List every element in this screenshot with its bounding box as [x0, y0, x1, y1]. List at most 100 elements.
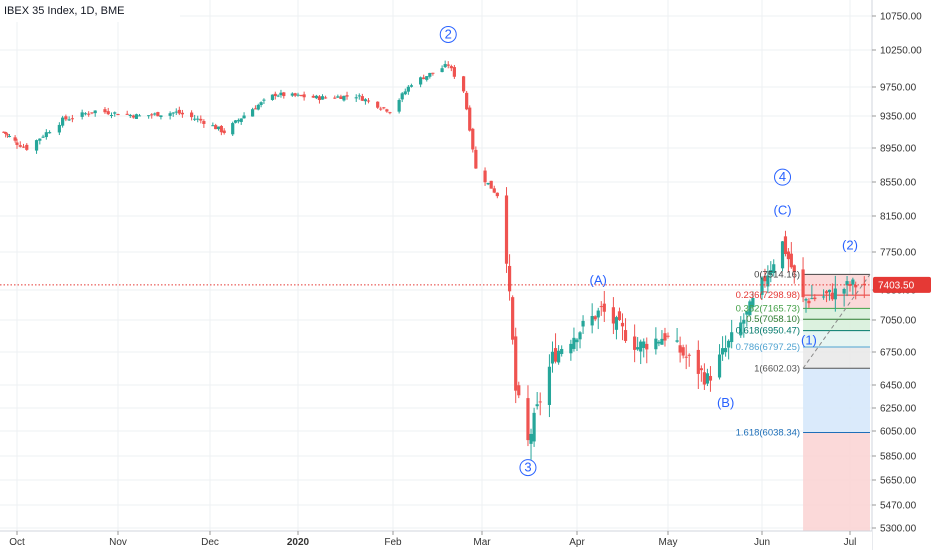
- candle: [766, 265, 770, 294]
- candle: [748, 299, 752, 316]
- candle-body: [495, 192, 499, 197]
- candle: [336, 94, 340, 98]
- candle: [535, 392, 539, 410]
- candle-body: [67, 119, 71, 121]
- candle: [827, 289, 832, 301]
- candle: [495, 192, 499, 199]
- candle: [514, 327, 518, 404]
- candles: [2, 60, 866, 460]
- y-tick-label: 9350.00: [880, 112, 917, 123]
- candle-body: [461, 76, 466, 92]
- wave-label-text: 4: [779, 169, 786, 184]
- candle: [259, 101, 263, 108]
- candle-body: [219, 125, 223, 133]
- candle-body: [57, 124, 61, 133]
- candle: [824, 289, 829, 303]
- candle-body: [317, 96, 322, 101]
- candle: [511, 295, 515, 345]
- candle: [106, 107, 110, 116]
- candle: [360, 93, 364, 101]
- candle: [214, 123, 218, 130]
- x-tick-label: Jul: [844, 537, 857, 548]
- candle-body: [492, 188, 496, 193]
- candle: [177, 106, 181, 116]
- candle: [654, 327, 658, 355]
- candle-body: [666, 335, 670, 337]
- candle: [34, 139, 39, 154]
- candle-body: [302, 94, 306, 98]
- candle-body: [699, 368, 703, 371]
- candle: [452, 64, 456, 79]
- candle: [593, 315, 597, 322]
- candle-body: [486, 182, 490, 185]
- candle-body: [357, 95, 361, 97]
- candle: [529, 428, 533, 460]
- candle: [474, 146, 478, 169]
- candle-body: [727, 340, 731, 348]
- candle-body: [214, 125, 218, 130]
- candle-body: [489, 180, 493, 189]
- candle: [789, 242, 793, 269]
- candle: [675, 327, 679, 343]
- y-tick-label: 5300.00: [880, 524, 917, 535]
- candle-body: [596, 310, 600, 318]
- candle: [471, 127, 475, 153]
- candle-body: [397, 100, 401, 112]
- candle: [174, 108, 178, 116]
- x-tick-label: Feb: [384, 537, 402, 548]
- candle: [363, 98, 368, 105]
- candle: [617, 307, 622, 321]
- candle-body: [216, 126, 221, 130]
- candle: [2, 131, 6, 134]
- candle: [67, 116, 71, 121]
- candle-body: [103, 109, 107, 113]
- candle-body: [763, 276, 767, 282]
- x-axis[interactable]: Oct Nov Dec 2020 Feb Mar Apr May Jun Jul: [9, 531, 856, 548]
- fib-zone: [803, 368, 870, 433]
- wave-label-text: (B): [717, 395, 734, 410]
- candle: [57, 122, 61, 136]
- candle-body: [452, 67, 456, 77]
- candle-body: [147, 115, 151, 117]
- candle: [311, 94, 315, 98]
- candle: [409, 83, 414, 88]
- candle-body: [279, 92, 283, 96]
- candle-body: [717, 354, 722, 378]
- candle: [642, 338, 646, 358]
- y-tick-label: 8150.00: [880, 212, 917, 223]
- candle-body: [514, 336, 518, 391]
- candle: [153, 112, 157, 116]
- fib-labels: 0(7514.16)0.236(7298.98)0.382(7165.73)0.…: [736, 269, 800, 438]
- candle-body: [38, 138, 42, 141]
- candle: [190, 110, 194, 121]
- candle-body: [323, 97, 328, 99]
- wave-label-text: (2): [842, 237, 858, 252]
- candle-body: [109, 115, 114, 117]
- candle-body: [569, 343, 573, 354]
- candle-body: [80, 112, 84, 117]
- candle-body: [7, 135, 12, 137]
- candle-body: [446, 64, 450, 66]
- candle: [262, 98, 266, 105]
- candle-body: [15, 142, 19, 145]
- candle: [807, 298, 811, 308]
- candle: [639, 339, 643, 365]
- candle: [681, 344, 685, 359]
- candle: [623, 318, 628, 343]
- fib-retracement[interactable]: [802, 273, 871, 531]
- candle-body: [190, 112, 194, 118]
- candle: [581, 315, 585, 334]
- candle-body: [614, 317, 619, 330]
- candle: [18, 141, 22, 148]
- y-tick-label: 7050.00: [880, 316, 917, 327]
- last-price-tag-bg: [873, 276, 931, 293]
- candle-body: [273, 93, 277, 97]
- candle-body: [336, 96, 340, 98]
- candle: [87, 111, 91, 117]
- candle-body: [748, 301, 752, 316]
- candle: [663, 327, 667, 347]
- candle: [366, 98, 371, 104]
- candle: [742, 313, 746, 338]
- candle-body: [2, 131, 6, 133]
